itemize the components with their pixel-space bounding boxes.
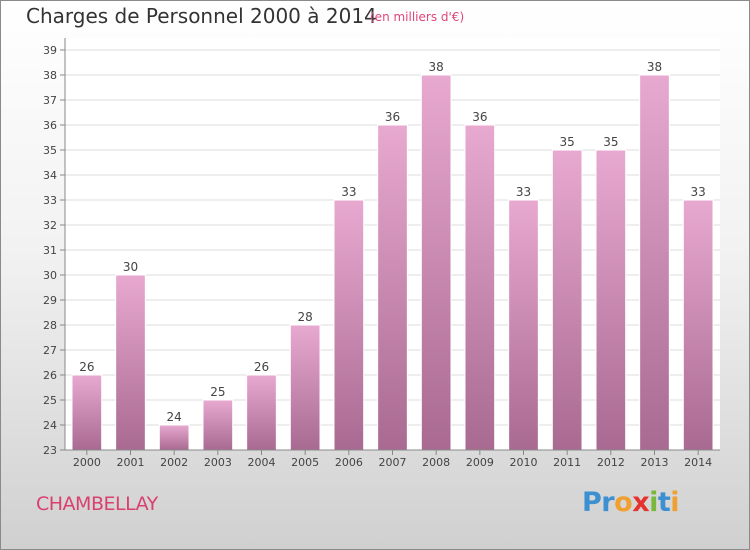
y-tick-label: 39 bbox=[43, 44, 57, 57]
x-tick-label: 2007 bbox=[379, 456, 407, 469]
data-label: 36 bbox=[385, 110, 400, 124]
value-labels: 26 30 24 25 26 28 33 36 38 36 33 35 35 38 33 bbox=[79, 60, 706, 424]
x-tick-label: 2003 bbox=[204, 456, 232, 469]
x-tick-label: 2008 bbox=[422, 456, 450, 469]
y-tick-label: 28 bbox=[43, 319, 57, 332]
y-tick-label: 29 bbox=[43, 294, 57, 307]
commune-name: CHAMBELLAY bbox=[36, 493, 158, 515]
bar-2000 bbox=[71, 374, 103, 451]
x-tick-label: 2011 bbox=[553, 456, 581, 469]
x-tick-label: 2005 bbox=[291, 456, 319, 469]
y-tick-label: 26 bbox=[43, 369, 57, 382]
x-tick-label: 2004 bbox=[248, 456, 276, 469]
data-label: 26 bbox=[254, 360, 269, 374]
y-tick-label: 34 bbox=[43, 169, 57, 182]
x-tick-label: 2001 bbox=[117, 456, 145, 469]
proxiti-logo: Proxiti bbox=[582, 487, 680, 518]
x-tick-label: 2014 bbox=[684, 456, 712, 469]
data-label: 25 bbox=[210, 385, 225, 399]
y-tick-label: 25 bbox=[43, 394, 57, 407]
bars bbox=[71, 74, 714, 451]
y-tick-label: 32 bbox=[43, 219, 57, 232]
data-label: 30 bbox=[123, 260, 138, 274]
bar-2012 bbox=[595, 149, 627, 451]
data-label: 36 bbox=[472, 110, 487, 124]
bar-2007 bbox=[377, 124, 408, 451]
bar-2010 bbox=[508, 199, 539, 451]
data-label: 33 bbox=[341, 185, 356, 199]
y-tick-label: 23 bbox=[43, 444, 57, 457]
x-tick-label: 2009 bbox=[466, 456, 494, 469]
y-tick-label: 38 bbox=[43, 69, 57, 82]
x-tick-label: 2012 bbox=[597, 456, 625, 469]
logo-letter: i bbox=[649, 487, 658, 518]
y-tick-label: 31 bbox=[43, 244, 57, 257]
bar-2001 bbox=[115, 274, 146, 451]
logo-letter: o bbox=[614, 487, 633, 518]
data-label: 38 bbox=[429, 60, 444, 74]
x-tick-label: 2002 bbox=[160, 456, 188, 469]
logo-letter: P bbox=[582, 487, 602, 518]
logo-letter: t bbox=[657, 487, 671, 518]
y-tick-label: 24 bbox=[43, 419, 57, 432]
y-tick-label: 36 bbox=[43, 119, 57, 132]
data-label: 33 bbox=[691, 185, 706, 199]
data-label: 35 bbox=[560, 135, 575, 149]
x-tick-label: 2010 bbox=[510, 456, 538, 469]
x-tick-label: 2006 bbox=[335, 456, 363, 469]
y-tick-label: 30 bbox=[43, 269, 57, 282]
logo-letter: r bbox=[601, 487, 615, 518]
y-tick-label: 37 bbox=[43, 94, 57, 107]
bar-2009 bbox=[464, 124, 496, 451]
logo-letter: x bbox=[632, 487, 650, 518]
y-tick-label: 35 bbox=[43, 144, 57, 157]
bar-2002 bbox=[158, 424, 190, 451]
bar-2006 bbox=[333, 199, 365, 451]
logo-letter: i bbox=[670, 487, 680, 518]
bar-2003 bbox=[202, 399, 234, 451]
bar-2004 bbox=[246, 374, 277, 451]
data-label: 26 bbox=[79, 360, 94, 374]
data-label: 35 bbox=[603, 135, 618, 149]
bar-2011 bbox=[551, 149, 583, 451]
x-tick-label: 2000 bbox=[73, 456, 101, 469]
bar-2013 bbox=[639, 74, 670, 451]
bar-2008 bbox=[420, 74, 452, 451]
chart-title: Charges de Personnel 2000 à 2014 bbox=[26, 4, 377, 28]
y-tick-label: 33 bbox=[43, 194, 57, 207]
bar-2005 bbox=[289, 324, 321, 451]
x-axis-labels: 2000 2001 2002 2003 2004 2005 2006 2007 2008 2009… bbox=[73, 450, 712, 469]
bar-2014 bbox=[682, 199, 714, 451]
x-tick-label: 2013 bbox=[641, 456, 669, 469]
y-axis-labels: 23 24 25 26 27 28 29 30 31 32 33 34 35 36 37 38 39 bbox=[43, 44, 57, 457]
data-label: 33 bbox=[516, 185, 531, 199]
data-label: 38 bbox=[647, 60, 662, 74]
chart-subtitle: (en milliers d'€) bbox=[370, 10, 465, 24]
data-label: 24 bbox=[167, 410, 182, 424]
data-label: 28 bbox=[298, 310, 313, 324]
y-tick-label: 27 bbox=[43, 344, 57, 357]
